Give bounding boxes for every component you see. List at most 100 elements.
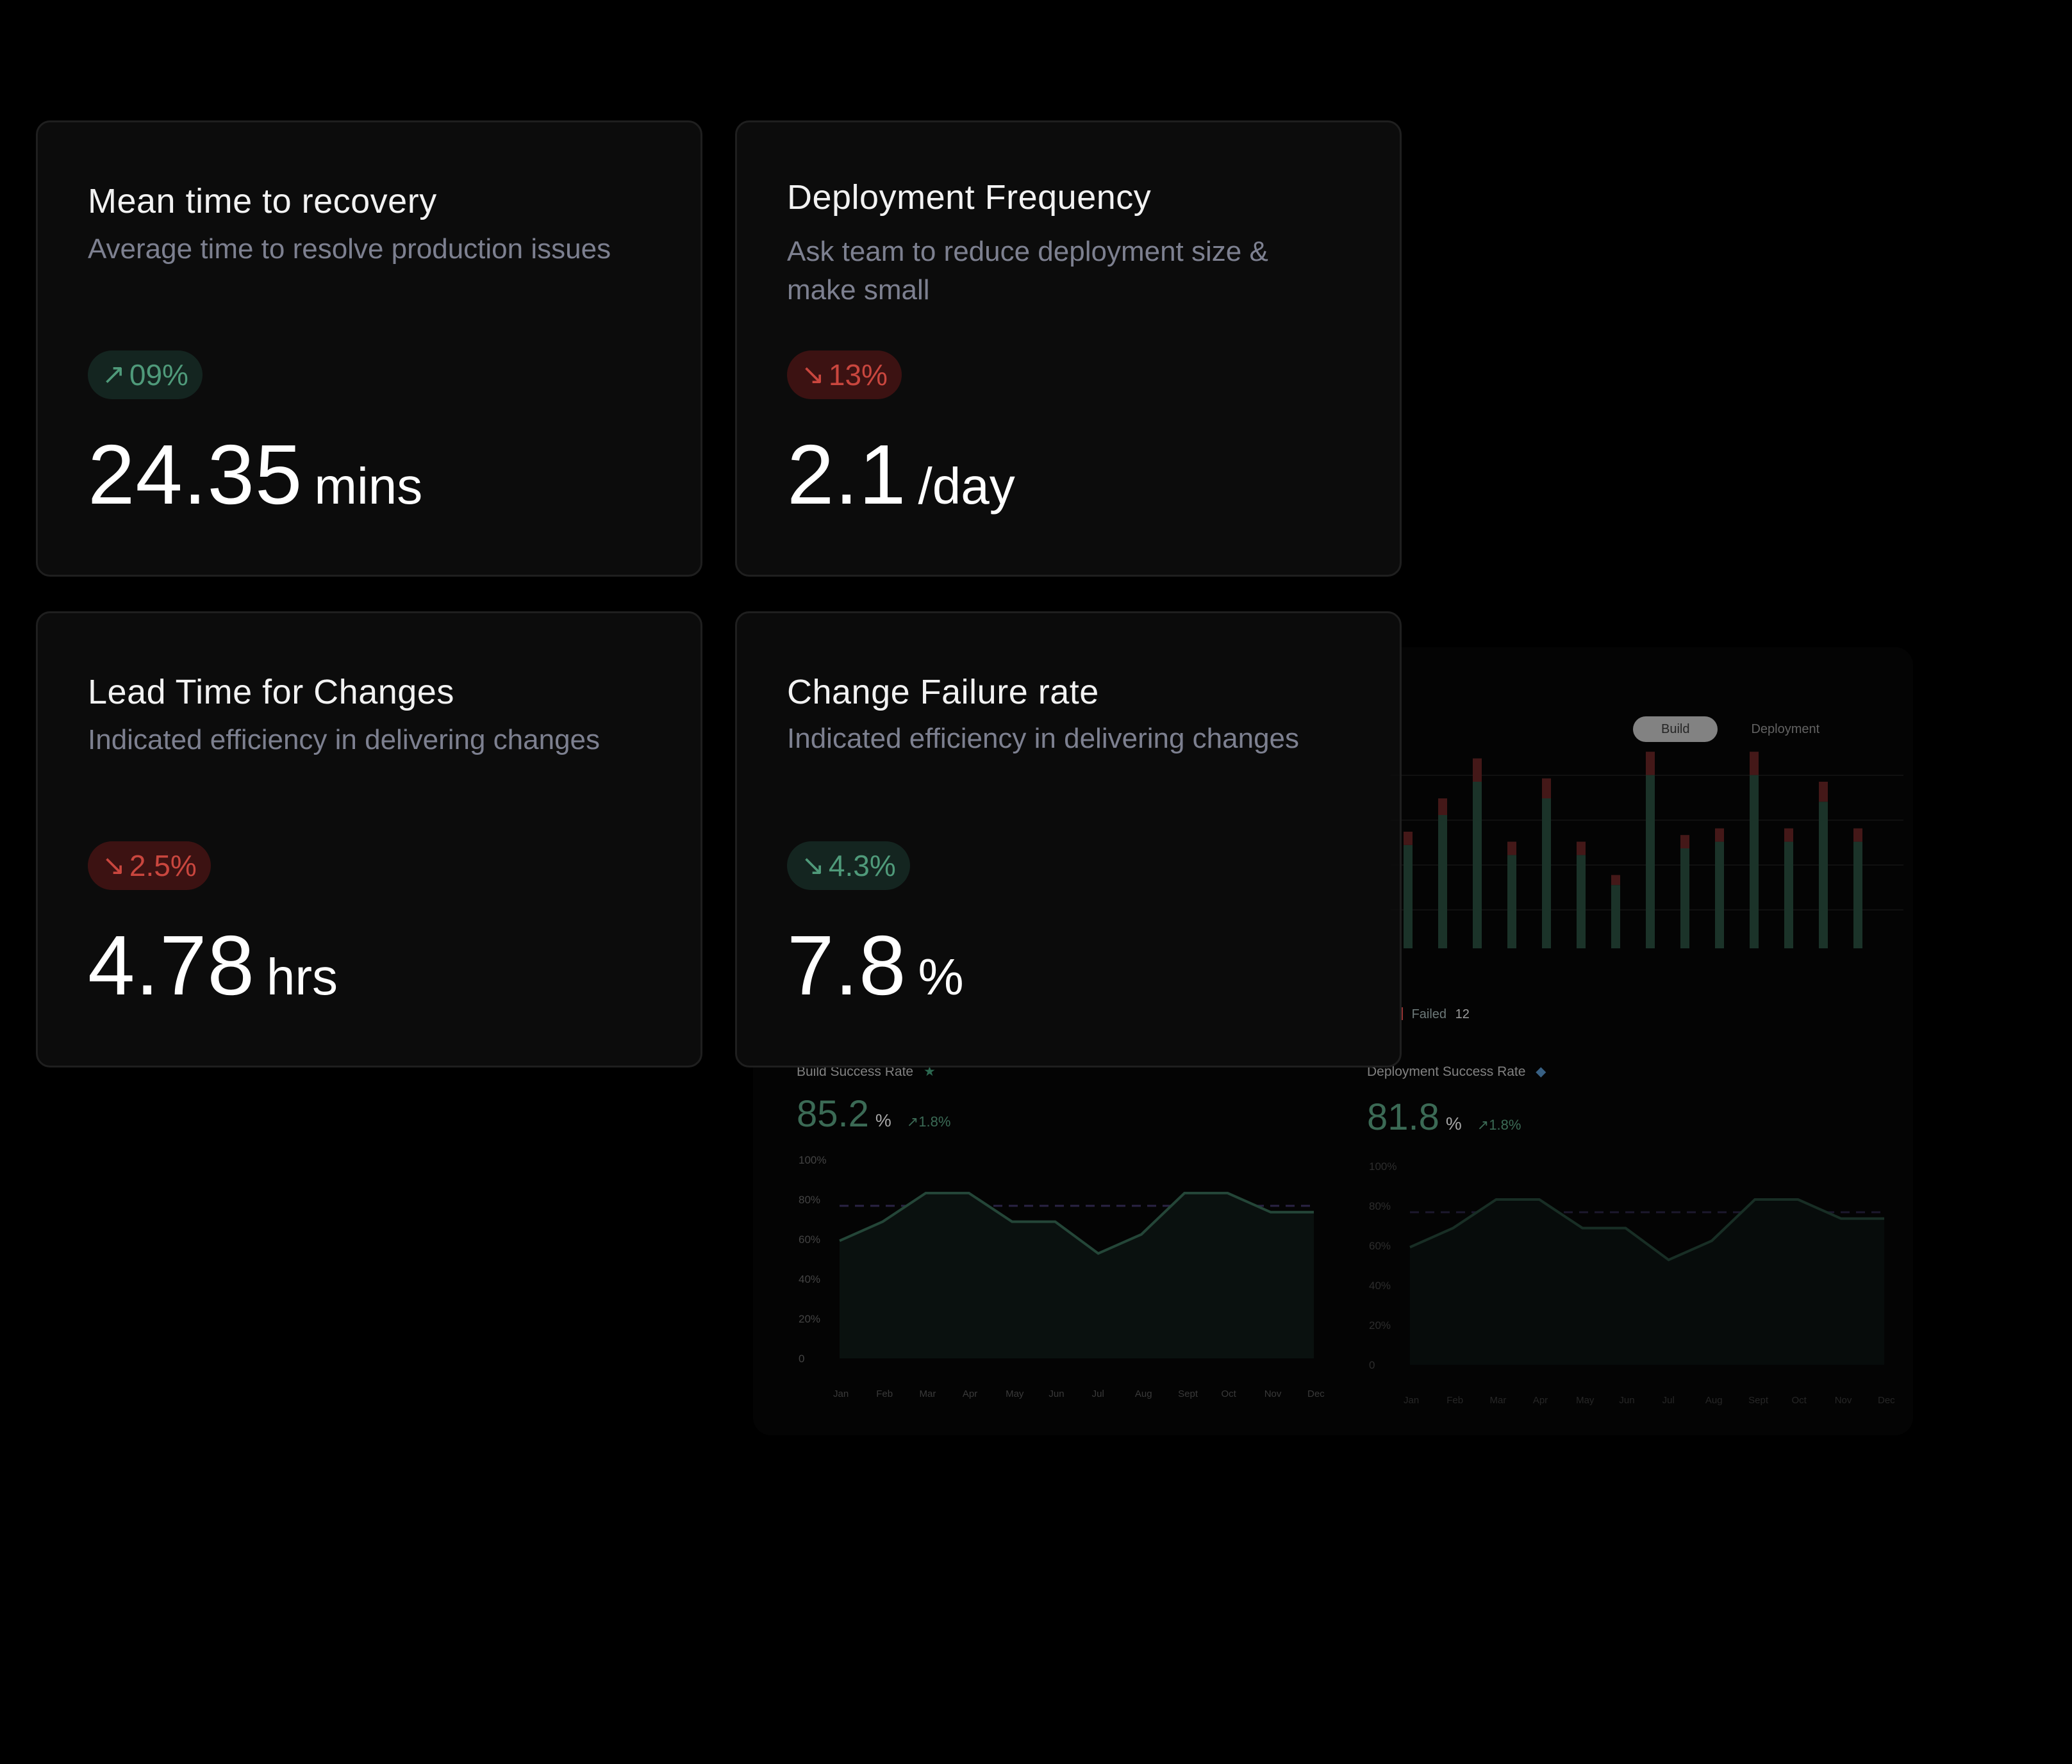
card-description: Ask team to reduce deployment size & mak… — [787, 236, 1268, 306]
metric-value: 4.78 — [88, 918, 255, 1012]
build-success-title: Build Success Rate ★ — [797, 1064, 936, 1080]
trend-delta: 13% — [828, 358, 888, 392]
x-tick-label: Dec — [1878, 1395, 1895, 1406]
deployment-success-delta-text: 1.8% — [1489, 1117, 1521, 1133]
badge-icon: ★ — [923, 1064, 936, 1079]
build-success-line-chart: 100% 80% 60% 40% 20% 0 Jan Feb Mar Apr May Jun Jul Au… — [799, 1154, 1325, 1399]
y-tick-label: 40% — [799, 1273, 820, 1285]
trend-delta: 09% — [129, 358, 188, 392]
metric-value: 7.8 — [787, 918, 907, 1012]
failed-legend-count: 12 — [1455, 1007, 1470, 1021]
trend-delta: 4.3% — [828, 849, 896, 882]
x-tick-label: Nov — [1264, 1389, 1282, 1399]
bar-success — [1680, 848, 1689, 948]
bar-success — [1404, 845, 1413, 948]
build-success-value: 85.2 — [797, 1093, 869, 1135]
x-tick-label: Dec — [1307, 1389, 1325, 1399]
bar-success — [1611, 885, 1620, 948]
bar-failed — [1473, 758, 1482, 782]
bar-success — [1819, 802, 1828, 948]
bar-success — [1750, 775, 1759, 948]
y-tick-label: 20% — [799, 1313, 820, 1325]
x-tick-label: Feb — [876, 1389, 893, 1399]
card-title: Deployment Frequency — [787, 178, 1152, 217]
trend-badge: ↘ 2.5% — [88, 841, 211, 890]
arrow-down-right-icon: ↘ — [801, 359, 825, 390]
x-tick-label: Mar — [1490, 1395, 1507, 1406]
x-tick-label: Jul — [1662, 1395, 1675, 1406]
y-tick-label: 0 — [1369, 1359, 1375, 1371]
bar-failed — [1646, 752, 1655, 775]
bar-failed — [1507, 841, 1516, 855]
toggle-deployment[interactable]: Deployment — [1751, 722, 1820, 736]
bar-failed — [1750, 752, 1759, 775]
card-description: Indicated efficiency in delivering chang… — [88, 724, 601, 755]
build-success-unit: % — [875, 1110, 891, 1130]
toggle-build[interactable]: Build — [1633, 716, 1718, 742]
y-tick-label: 100% — [799, 1154, 826, 1166]
trend-badge: ↘ 4.3% — [787, 841, 910, 890]
bar-success — [1853, 841, 1862, 948]
failed-legend: Failed 12 — [1400, 1007, 1470, 1022]
deployment-success-delta: ↗1.8% — [1477, 1117, 1521, 1133]
metric-value: 24.35 — [88, 427, 303, 522]
line-area — [840, 1193, 1314, 1358]
deployment-success-value-row: 81.8% ↗1.8% — [1367, 1096, 1521, 1139]
deployment-success-line-chart: 100% 80% 60% 40% 20% 0 Jan Feb Mar Apr May Jun Jul Au… — [1369, 1160, 1895, 1406]
metric-card-lead-time[interactable]: Lead Time for Changes Indicated efficien… — [36, 611, 702, 1067]
bar-failed — [1404, 832, 1413, 845]
bar-failed — [1611, 875, 1620, 886]
bar-failed — [1542, 778, 1551, 798]
x-tick-label: Sept — [1178, 1389, 1198, 1399]
bar-failed — [1819, 782, 1828, 802]
x-tick-label: Jul — [1092, 1389, 1104, 1399]
bar-success — [1784, 841, 1793, 948]
x-tick-label: Jun — [1048, 1389, 1064, 1399]
build-success-value-row: 85.2% ↗1.8% — [797, 1092, 950, 1135]
diamond-icon: ◆ — [1536, 1064, 1546, 1079]
bar-success — [1715, 841, 1724, 948]
metric-unit: /day — [918, 457, 1015, 515]
y-tick-label: 0 — [799, 1353, 804, 1365]
series-line — [839, 1192, 1314, 1255]
arrow-up-right-icon: ↗ — [102, 359, 126, 390]
bar-success — [1577, 855, 1586, 948]
x-tick-label: Aug — [1135, 1389, 1152, 1399]
deployment-success-value: 81.8 — [1367, 1096, 1439, 1138]
deployment-success-title-text: Deployment Success Rate — [1367, 1064, 1526, 1079]
bar-failed — [1715, 828, 1724, 842]
bar-failed — [1680, 835, 1689, 848]
metric-card-mttr[interactable]: Mean time to recovery Average time to re… — [36, 120, 702, 577]
bar-failed — [1784, 828, 1793, 842]
y-tick-label: 80% — [799, 1194, 820, 1206]
metric-card-deployment-frequency[interactable]: Deployment Frequency Ask team to reduce … — [735, 120, 1402, 577]
x-tick-label: Jan — [833, 1389, 849, 1399]
bar-failed — [1438, 798, 1447, 815]
line-area — [1410, 1199, 1884, 1365]
card-description: Indicated efficiency in delivering chang… — [787, 723, 1300, 754]
build-deployment-toggle[interactable]: Build Deployment — [1633, 716, 1848, 745]
y-tick-label: 100% — [1369, 1160, 1397, 1173]
metric-value-row: 24.35 mins — [88, 426, 422, 523]
x-tick-label: Jan — [1404, 1395, 1419, 1406]
x-tick-label: Aug — [1705, 1395, 1723, 1406]
bar-success — [1473, 782, 1482, 948]
x-tick-label: Nov — [1835, 1395, 1852, 1406]
build-success-delta: ↗1.8% — [906, 1114, 951, 1130]
metric-unit: hrs — [266, 948, 338, 1005]
y-tick-label: 20% — [1369, 1319, 1391, 1331]
metric-value-row: 7.8 % — [787, 917, 964, 1014]
bar-failed — [1577, 841, 1586, 855]
metric-value: 2.1 — [787, 427, 907, 522]
x-tick-label: Apr — [963, 1389, 977, 1399]
y-tick-label: 40% — [1369, 1280, 1391, 1292]
bar-success — [1438, 815, 1447, 948]
deployment-success-title: Deployment Success Rate ◆ — [1367, 1064, 1546, 1080]
card-title: Mean time to recovery — [88, 182, 437, 220]
arrow-down-right-icon: ↘ — [102, 850, 126, 881]
x-tick-label: Oct — [1791, 1395, 1807, 1406]
build-success-delta-text: 1.8% — [918, 1114, 951, 1130]
bar-success — [1542, 798, 1551, 948]
metric-card-change-failure-rate[interactable]: Change Failure rate Indicated efficiency… — [735, 611, 1402, 1067]
build-bar-chart — [1391, 752, 1903, 948]
